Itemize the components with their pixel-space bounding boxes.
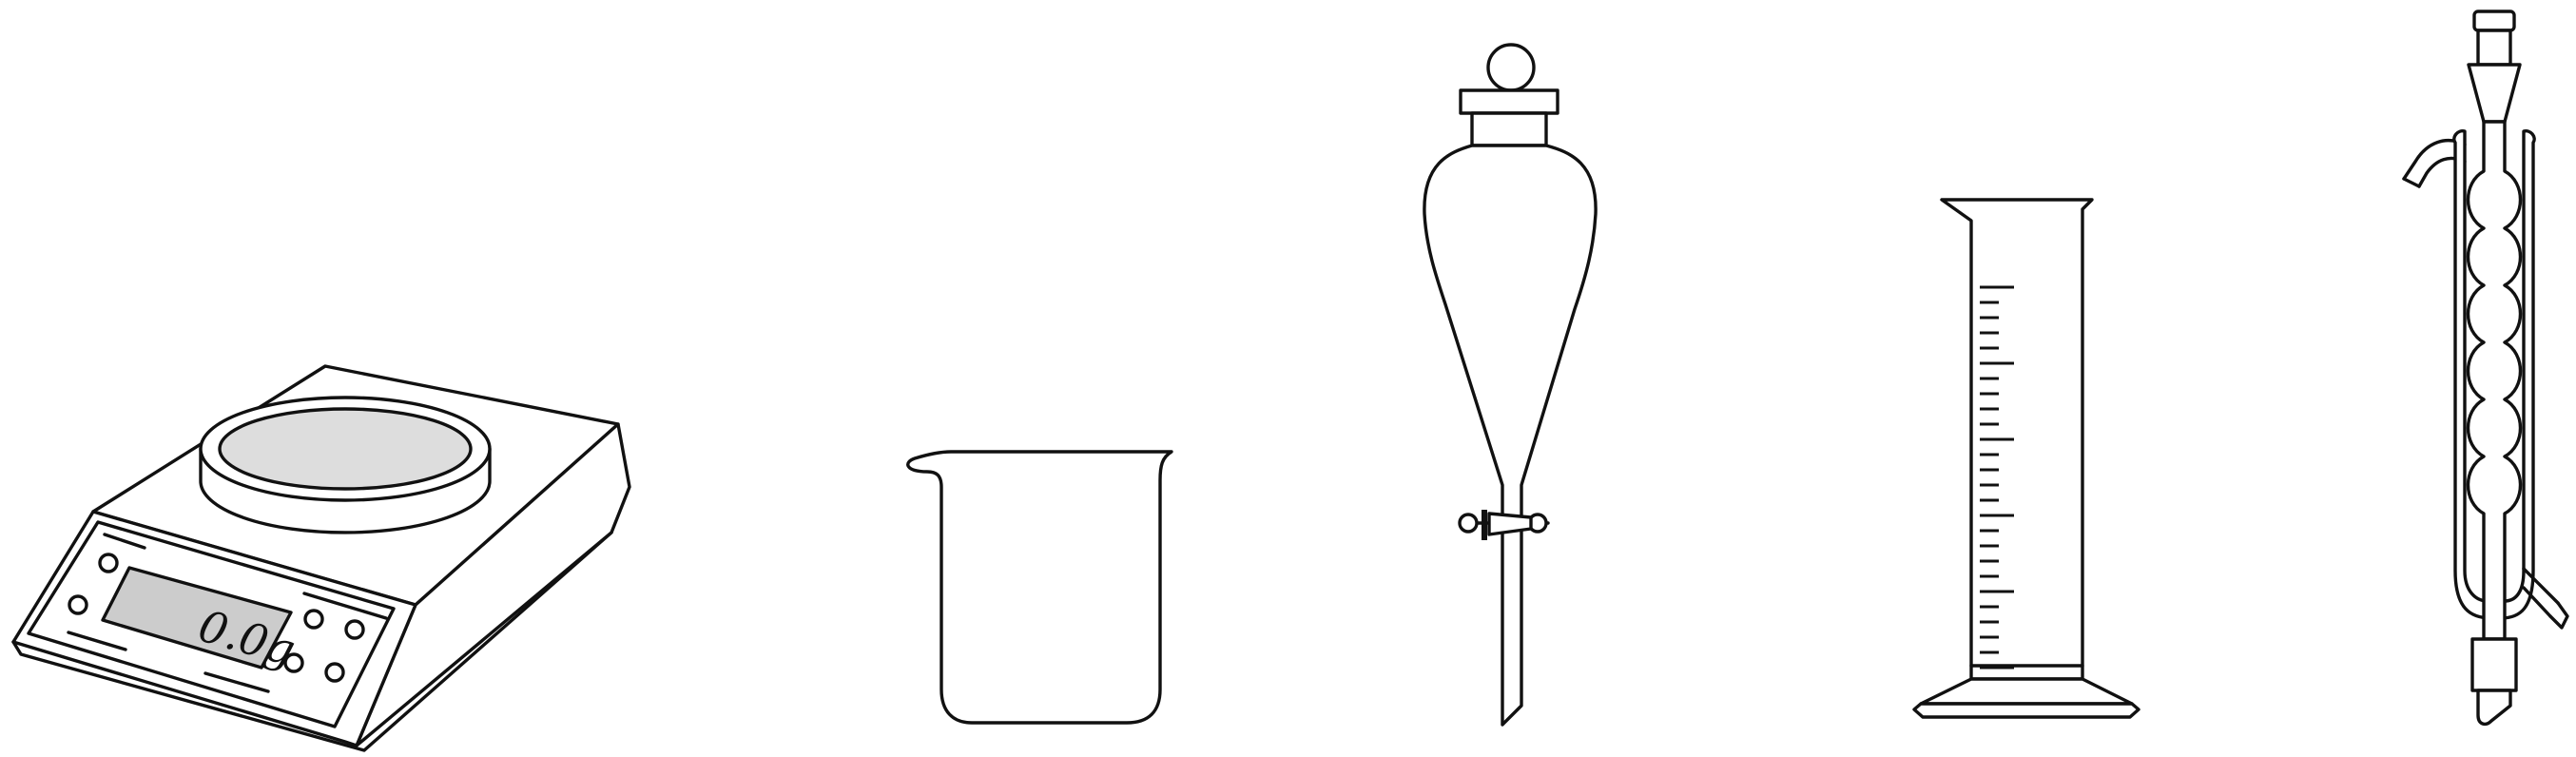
- electronic-balance: 0.0g: [11, 364, 631, 752]
- cylinder-scale-ticks: [1980, 285, 2014, 670]
- panel-slot-top-right: [302, 592, 388, 620]
- separatory-funnel: [1423, 43, 1598, 727]
- condenser-drip-tip: [2476, 689, 2512, 727]
- panel-slot-bottom-right: [203, 671, 270, 693]
- balance-base-bottom: [11, 531, 613, 752]
- balance-pan-surface: [218, 407, 473, 491]
- stopcock-barrel: [1487, 512, 1533, 536]
- balance-button: [344, 619, 365, 640]
- cylinder-base-top: [1919, 677, 2134, 706]
- cylinder-body: [1940, 198, 2094, 681]
- beaker-body: [906, 450, 1173, 725]
- balance-button: [283, 652, 304, 673]
- condenser-top-joint: [2467, 63, 2522, 124]
- condenser-bottom-joint: [2470, 637, 2518, 692]
- funnel-stem: [1501, 516, 1523, 727]
- panel-slot-top-left: [103, 533, 146, 550]
- condenser-top-neck: [2476, 29, 2512, 67]
- balance-button: [98, 553, 119, 573]
- bulb-condenser: [2402, 10, 2569, 727]
- funnel-body: [1423, 144, 1598, 520]
- condenser-top-cap: [2472, 10, 2516, 32]
- condenser-water-outlet: [2522, 567, 2560, 605]
- balance-button: [68, 594, 88, 615]
- panel-slot-bottom-left: [67, 631, 127, 651]
- funnel-neck: [1470, 111, 1548, 147]
- balance-control-panel: [27, 520, 396, 728]
- cylinder-base-plate: [1912, 702, 2140, 719]
- funnel-stopper-cap: [1459, 88, 1559, 115]
- balance-button: [303, 609, 324, 630]
- stopcock-end-left: [1458, 513, 1479, 534]
- beaker: [906, 450, 1173, 725]
- funnel-stopper-knob: [1486, 43, 1536, 92]
- condenser-inner-bulbs: [2466, 120, 2523, 641]
- balance-right-side: [355, 422, 631, 747]
- graduated-cylinder: [1912, 198, 2140, 719]
- stopcock-key: [1482, 510, 1487, 540]
- condenser-water-outlet: [2522, 586, 2552, 618]
- balance-button: [324, 662, 345, 683]
- balance-display-screen: [101, 566, 293, 670]
